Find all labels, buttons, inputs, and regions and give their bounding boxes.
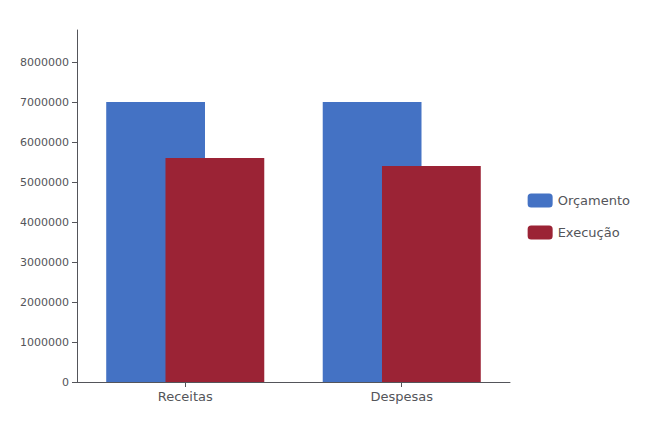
svg-text:5000000: 5000000 [20, 176, 69, 189]
svg-text:Receitas: Receitas [158, 389, 213, 404]
svg-text:8000000: 8000000 [20, 56, 69, 69]
svg-text:4000000: 4000000 [20, 216, 69, 229]
svg-text:2000000: 2000000 [20, 296, 69, 309]
svg-text:Despesas: Despesas [370, 389, 433, 404]
svg-text:0: 0 [62, 376, 69, 389]
svg-text:3000000: 3000000 [20, 256, 69, 269]
svg-text:7000000: 7000000 [20, 96, 69, 109]
svg-text:1000000: 1000000 [20, 336, 69, 349]
svg-text:Execução: Execução [558, 225, 620, 240]
svg-text:6000000: 6000000 [20, 136, 69, 149]
svg-text:Orçamento: Orçamento [558, 193, 630, 208]
